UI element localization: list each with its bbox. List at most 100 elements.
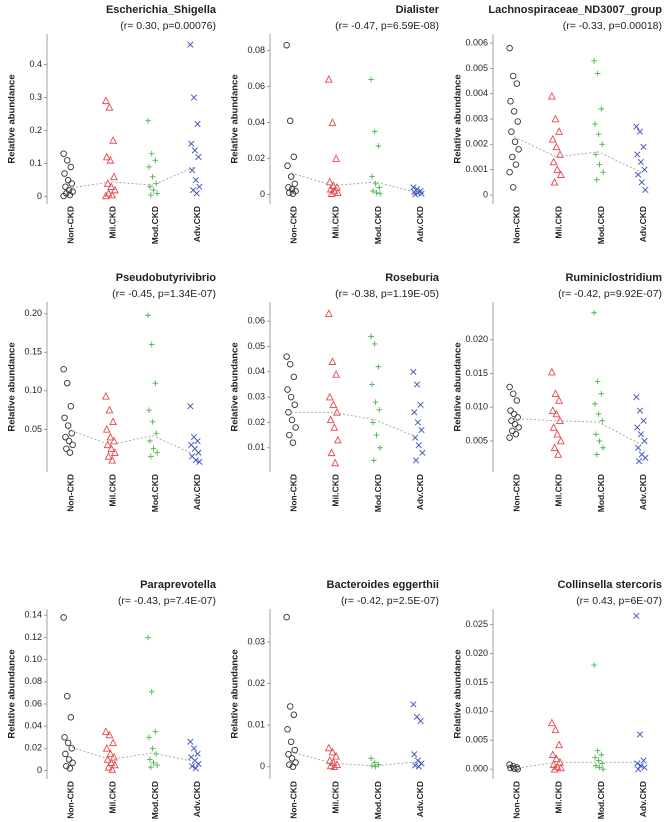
data-point <box>637 431 644 438</box>
data-point <box>635 171 642 178</box>
data-point <box>596 161 603 168</box>
data-point <box>285 184 292 191</box>
data-point <box>600 169 606 175</box>
data-point <box>188 140 195 147</box>
data-point <box>288 755 296 762</box>
y-axis-label: Relative abundance <box>7 342 18 431</box>
data-point <box>376 184 383 191</box>
data-point <box>105 405 114 414</box>
data-point <box>507 407 514 414</box>
data-point <box>283 613 290 621</box>
y-tick-label: 0.4 <box>29 59 42 69</box>
data-point <box>154 190 160 197</box>
data-point <box>326 415 335 424</box>
data-point <box>591 662 597 668</box>
x-tick-label: Mil.CKD <box>554 474 564 507</box>
data-point <box>110 185 119 194</box>
data-point <box>596 438 603 444</box>
data-point <box>104 762 113 771</box>
data-point <box>506 168 513 176</box>
data-point <box>410 368 417 375</box>
data-point <box>150 445 157 452</box>
data-point <box>414 419 421 426</box>
data-point <box>192 457 199 464</box>
data-point <box>284 726 291 733</box>
data-point <box>509 427 516 435</box>
data-point <box>63 157 71 164</box>
y-tick-label: 0.02 <box>24 743 42 753</box>
data-point <box>195 153 202 161</box>
trend-line <box>67 428 196 456</box>
data-point <box>68 745 75 752</box>
panel-title: Bacteroides eggerthii <box>327 579 439 591</box>
data-point <box>150 187 157 193</box>
data-point <box>514 766 521 773</box>
data-point <box>508 128 515 135</box>
data-point <box>62 750 69 758</box>
data-point <box>593 431 599 438</box>
data-point <box>286 361 294 368</box>
x-tick-label: Mod.CKD <box>373 206 383 244</box>
data-point <box>286 189 293 196</box>
data-point <box>509 184 517 191</box>
x-tick-label: Mil.CKD <box>108 781 118 814</box>
data-point <box>108 190 117 199</box>
data-point <box>66 449 74 456</box>
data-point <box>190 94 198 101</box>
data-point <box>373 432 380 438</box>
data-point <box>415 763 422 770</box>
x-tick-label: Non-CKD <box>65 781 75 819</box>
data-point <box>286 761 293 768</box>
trend-line <box>290 172 418 194</box>
data-point <box>549 423 558 431</box>
data-point <box>594 378 601 385</box>
data-point <box>324 75 333 83</box>
data-point <box>283 42 290 49</box>
data-point <box>286 117 294 124</box>
y-tick-label: 0.010 <box>465 706 488 716</box>
data-point <box>412 762 419 769</box>
data-point <box>285 409 292 416</box>
data-point <box>333 188 342 197</box>
y-tick-label: 0 <box>260 189 265 199</box>
data-point <box>377 444 383 451</box>
panel-subtitle: (r= -0.38, p=1.19E-05) <box>335 288 439 300</box>
data-point <box>594 747 601 754</box>
data-point <box>553 165 562 173</box>
y-tick-label: 0.025 <box>465 619 488 629</box>
data-point <box>641 764 648 771</box>
data-point <box>640 143 647 150</box>
panel-title: Ruminiclostridium <box>565 272 662 284</box>
trend-line <box>290 751 418 767</box>
data-point <box>194 750 201 758</box>
panel-title: Collinsella stercoris <box>557 579 662 591</box>
data-point <box>152 728 159 735</box>
data-point <box>549 157 558 166</box>
data-point <box>412 434 419 441</box>
data-point <box>108 765 117 773</box>
data-point <box>332 751 341 760</box>
y-tick-label: 0.12 <box>24 632 42 642</box>
y-tick-label: 0.005 <box>465 735 488 745</box>
data-point <box>105 730 114 739</box>
data-point <box>150 759 157 766</box>
y-tick-label: 0.015 <box>465 368 488 378</box>
data-point <box>550 177 559 186</box>
data-point <box>286 431 293 439</box>
data-point <box>291 180 298 187</box>
x-tick-label: Adv.CKD <box>638 206 648 242</box>
y-tick-label: 0.15 <box>24 347 42 357</box>
data-point <box>146 734 152 741</box>
data-point <box>63 693 71 700</box>
data-point <box>634 151 641 158</box>
data-point <box>65 186 73 194</box>
data-point <box>369 381 375 388</box>
data-point <box>187 738 194 745</box>
data-point <box>556 150 564 158</box>
data-point <box>598 390 605 397</box>
data-point <box>635 766 642 773</box>
data-point <box>102 743 111 752</box>
data-point <box>103 179 112 187</box>
data-point <box>551 725 560 734</box>
data-point <box>418 426 425 434</box>
